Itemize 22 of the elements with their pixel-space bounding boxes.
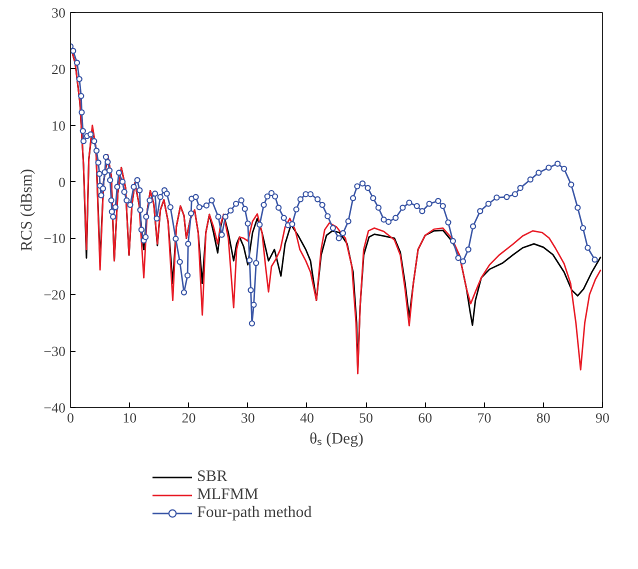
x-tick-label: 80 (536, 412, 550, 426)
x-axis-title: θₛ (Deg) (310, 430, 364, 448)
y-tick-label: −20 (44, 288, 66, 304)
legend-label: Four-path method (197, 504, 312, 522)
y-axis-title: RCS (dBsm) (18, 168, 36, 252)
x-tick-label: 10 (122, 412, 137, 426)
y-tick-label: 20 (52, 62, 66, 78)
legend-label: MLFMM (197, 486, 258, 504)
x-tick-label: 60 (418, 412, 432, 426)
y-tick-label: 0 (58, 176, 66, 191)
y-tick-label: −30 (44, 345, 66, 360)
x-tick-label: 40 (300, 412, 314, 426)
x-tick-label: 20 (182, 412, 196, 426)
legend-label: SBR (197, 468, 228, 486)
x-tick-label: 70 (477, 412, 492, 426)
y-tick-label: 30 (52, 6, 66, 22)
y-tick-label: 10 (52, 119, 66, 134)
x-tick-label: 50 (359, 412, 374, 426)
x-tick-label: 30 (240, 412, 255, 426)
y-tick-label: −40 (44, 402, 66, 416)
y-tick-label: −10 (44, 232, 66, 248)
x-tick-label: 90 (596, 412, 610, 426)
